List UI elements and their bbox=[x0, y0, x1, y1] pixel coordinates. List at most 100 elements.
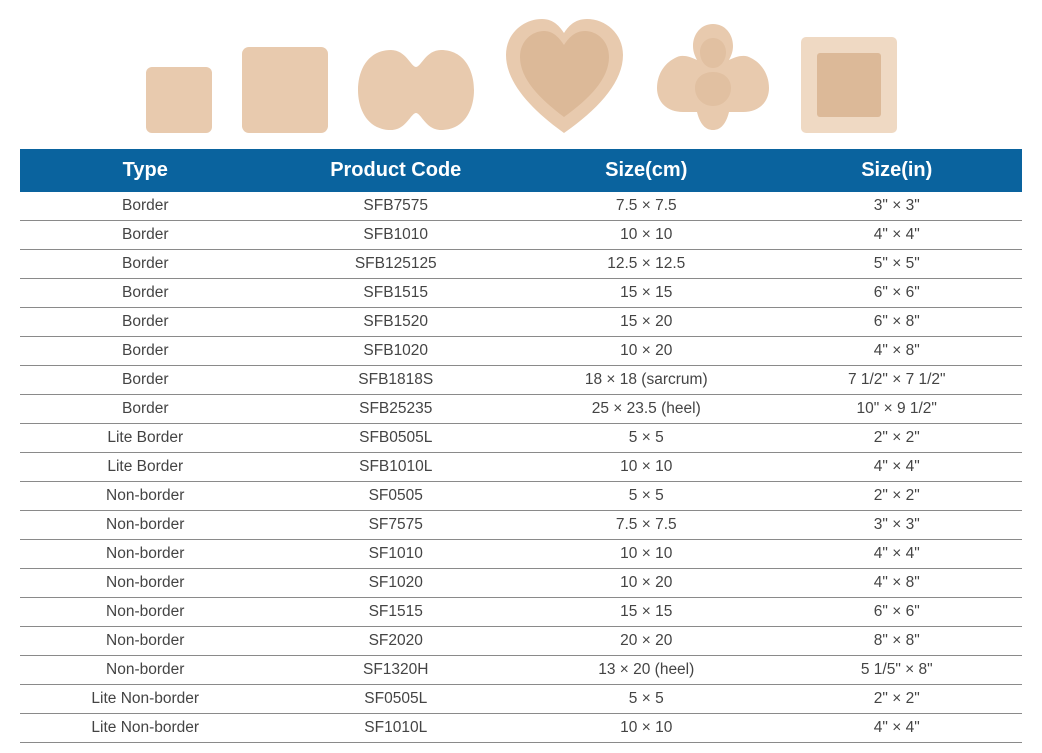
table-cell: SF1515 bbox=[271, 598, 522, 627]
table-cell: SF1020 bbox=[271, 569, 522, 598]
table-row: BorderSFB152015 × 206" × 8" bbox=[20, 308, 1022, 337]
product-heart-bordered-icon bbox=[502, 15, 627, 135]
table-cell: Border bbox=[20, 221, 271, 250]
table-cell: Border bbox=[20, 366, 271, 395]
table-cell: Non-border bbox=[20, 511, 271, 540]
table-cell: Non-border bbox=[20, 656, 271, 685]
table-cell: 4" × 8" bbox=[772, 337, 1023, 366]
table-cell: SF1010L bbox=[271, 714, 522, 743]
table-cell: 15 × 15 bbox=[521, 598, 772, 627]
table-body: BorderSFB75757.5 × 7.53" × 3"BorderSFB10… bbox=[20, 192, 1022, 743]
table-row: Lite Non-borderSF1010L10 × 104" × 4" bbox=[20, 714, 1022, 743]
table-cell: 4" × 4" bbox=[772, 453, 1023, 482]
table-cell: SFB0505L bbox=[271, 424, 522, 453]
table-cell: 10 × 10 bbox=[521, 453, 772, 482]
table-cell: Non-border bbox=[20, 540, 271, 569]
table-cell: 3" × 3" bbox=[772, 192, 1023, 221]
product-small-square-icon bbox=[144, 65, 214, 135]
table-row: Non-borderSF101010 × 104" × 4" bbox=[20, 540, 1022, 569]
product-large-square-icon bbox=[240, 45, 330, 135]
table-cell: 7.5 × 7.5 bbox=[521, 192, 772, 221]
table-row: BorderSFB101010 × 104" × 4" bbox=[20, 221, 1022, 250]
table-cell: SFB125125 bbox=[271, 250, 522, 279]
table-cell: 10 × 20 bbox=[521, 569, 772, 598]
table-cell: Border bbox=[20, 279, 271, 308]
table-row: BorderSFB2523525 × 23.5 (heel)10" × 9 1/… bbox=[20, 395, 1022, 424]
table-row: Lite BorderSFB1010L10 × 104" × 4" bbox=[20, 453, 1022, 482]
table-cell: SF1010 bbox=[271, 540, 522, 569]
product-table: Type Product Code Size(cm) Size(in) Bord… bbox=[20, 149, 1022, 743]
table-row: Lite BorderSFB0505L5 × 52" × 2" bbox=[20, 424, 1022, 453]
table-cell: SFB1010L bbox=[271, 453, 522, 482]
table-cell: SFB25235 bbox=[271, 395, 522, 424]
table-cell: 18 × 18 (sarcrum) bbox=[521, 366, 772, 395]
table-cell: 2" × 2" bbox=[772, 482, 1023, 511]
table-cell: 20 × 20 bbox=[521, 627, 772, 656]
table-cell: 6" × 6" bbox=[772, 598, 1023, 627]
table-cell: SFB1515 bbox=[271, 279, 522, 308]
table-cell: Lite Border bbox=[20, 424, 271, 453]
table-row: Non-borderSF151515 × 156" × 6" bbox=[20, 598, 1022, 627]
table-row: BorderSFB75757.5 × 7.53" × 3" bbox=[20, 192, 1022, 221]
table-cell: 5 × 5 bbox=[521, 424, 772, 453]
table-cell: SFB1520 bbox=[271, 308, 522, 337]
table-row: BorderSFB1818S18 × 18 (sarcrum)7 1/2" × … bbox=[20, 366, 1022, 395]
table-cell: SFB1020 bbox=[271, 337, 522, 366]
table-cell: SF2020 bbox=[271, 627, 522, 656]
table-cell: 25 × 23.5 (heel) bbox=[521, 395, 772, 424]
table-cell: Non-border bbox=[20, 482, 271, 511]
table-cell: 10 × 10 bbox=[521, 540, 772, 569]
table-cell: SF1320H bbox=[271, 656, 522, 685]
table-cell: 5 × 5 bbox=[521, 482, 772, 511]
table-cell: Border bbox=[20, 395, 271, 424]
table-row: BorderSFB12512512.5 × 12.55" × 5" bbox=[20, 250, 1022, 279]
table-cell: Border bbox=[20, 192, 271, 221]
table-header: Type Product Code Size(cm) Size(in) bbox=[20, 149, 1022, 192]
col-size-cm: Size(cm) bbox=[521, 149, 772, 192]
table-cell: SF0505L bbox=[271, 685, 522, 714]
table-cell: 10" × 9 1/2" bbox=[772, 395, 1023, 424]
table-cell: 12.5 × 12.5 bbox=[521, 250, 772, 279]
table-row: Lite Non-borderSF0505L5 × 52" × 2" bbox=[20, 685, 1022, 714]
table-cell: 6" × 8" bbox=[772, 308, 1023, 337]
table-cell: Lite Non-border bbox=[20, 685, 271, 714]
table-cell: 10 × 10 bbox=[521, 714, 772, 743]
col-size-in: Size(in) bbox=[772, 149, 1023, 192]
table-cell: SF0505 bbox=[271, 482, 522, 511]
product-bordered-square-icon bbox=[799, 35, 899, 135]
table-cell: 4" × 4" bbox=[772, 540, 1023, 569]
table-cell: SFB1818S bbox=[271, 366, 522, 395]
table-cell: 4" × 4" bbox=[772, 714, 1023, 743]
table-cell: 15 × 15 bbox=[521, 279, 772, 308]
table-cell: 5 × 5 bbox=[521, 685, 772, 714]
table-row: Non-borderSF75757.5 × 7.53" × 3" bbox=[20, 511, 1022, 540]
table-row: Non-borderSF102010 × 204" × 8" bbox=[20, 569, 1022, 598]
table-cell: Lite Non-border bbox=[20, 714, 271, 743]
table-cell: Non-border bbox=[20, 627, 271, 656]
table-row: Non-borderSF202020 × 208" × 8" bbox=[20, 627, 1022, 656]
table-cell: 5 1/5" × 8" bbox=[772, 656, 1023, 685]
col-product-code: Product Code bbox=[271, 149, 522, 192]
table-cell: 10 × 10 bbox=[521, 221, 772, 250]
product-clover-icon bbox=[653, 20, 773, 135]
table-cell: 5" × 5" bbox=[772, 250, 1023, 279]
table-cell: 13 × 20 (heel) bbox=[521, 656, 772, 685]
table-cell: Lite Border bbox=[20, 453, 271, 482]
table-cell: 10 × 20 bbox=[521, 337, 772, 366]
product-peanut-icon bbox=[356, 45, 476, 135]
table-cell: 2" × 2" bbox=[772, 685, 1023, 714]
table-row: BorderSFB102010 × 204" × 8" bbox=[20, 337, 1022, 366]
table-cell: 2" × 2" bbox=[772, 424, 1023, 453]
table-cell: 6" × 6" bbox=[772, 279, 1023, 308]
table-row: BorderSFB151515 × 156" × 6" bbox=[20, 279, 1022, 308]
table-cell: Border bbox=[20, 250, 271, 279]
table-row: Non-borderSF1320H13 × 20 (heel)5 1/5" × … bbox=[20, 656, 1022, 685]
table-cell: SF7575 bbox=[271, 511, 522, 540]
table-cell: SFB7575 bbox=[271, 192, 522, 221]
table-cell: 7.5 × 7.5 bbox=[521, 511, 772, 540]
col-type: Type bbox=[20, 149, 271, 192]
table-row: Non-borderSF05055 × 52" × 2" bbox=[20, 482, 1022, 511]
table-cell: SFB1010 bbox=[271, 221, 522, 250]
table-cell: 8" × 8" bbox=[772, 627, 1023, 656]
table-cell: 3" × 3" bbox=[772, 511, 1023, 540]
